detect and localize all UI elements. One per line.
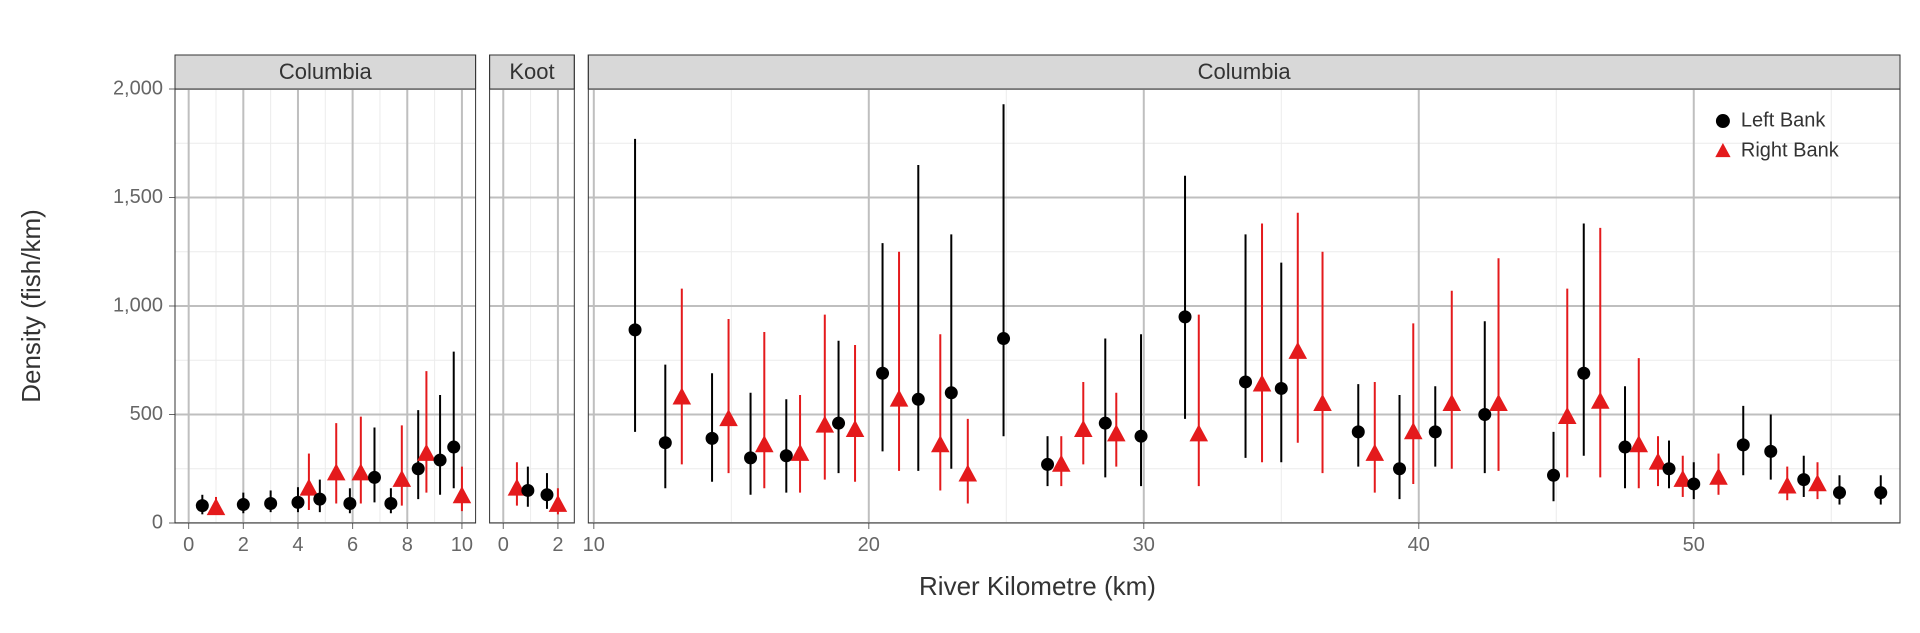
point-marker [997, 332, 1010, 345]
point-marker [832, 417, 845, 430]
point-marker [1716, 114, 1730, 128]
point-marker [1429, 425, 1442, 438]
point-marker [945, 386, 958, 399]
point-marker [912, 393, 925, 406]
point-marker [1099, 417, 1112, 430]
x-tick-label: 50 [1683, 534, 1705, 556]
y-tick-label: 2,000 [113, 77, 163, 99]
facet-label: Columbia [279, 59, 373, 84]
x-tick-label: 0 [183, 534, 194, 556]
x-tick-label: 2 [238, 534, 249, 556]
point-marker [313, 493, 326, 506]
point-marker [1135, 430, 1148, 443]
point-marker [1393, 462, 1406, 475]
point-marker [876, 367, 889, 380]
point-marker [237, 498, 250, 511]
x-tick-label: 8 [402, 534, 413, 556]
point-marker [744, 451, 757, 464]
point-marker [1547, 469, 1560, 482]
point-marker [1179, 310, 1192, 323]
point-marker [1833, 486, 1846, 499]
y-tick-label: 1,500 [113, 186, 163, 208]
x-tick-label: 4 [292, 534, 303, 556]
point-marker [1041, 458, 1054, 471]
point-marker [706, 432, 719, 445]
y-axis-title: Density (fish/km) [16, 209, 46, 403]
x-tick-label: 10 [451, 534, 473, 556]
x-tick-label: 20 [858, 534, 880, 556]
point-marker [1874, 486, 1887, 499]
point-marker [412, 462, 425, 475]
point-marker [368, 471, 381, 484]
legend-label: Left Bank [1741, 109, 1827, 131]
point-marker [384, 497, 397, 510]
x-tick-label: 6 [347, 534, 358, 556]
legend-label: Right Bank [1741, 139, 1840, 161]
point-marker [659, 436, 672, 449]
y-tick-label: 500 [130, 403, 163, 425]
point-marker [1663, 462, 1676, 475]
point-marker [1275, 382, 1288, 395]
point-marker [1239, 375, 1252, 388]
density-chart: Density (fish/km)05001,0001,5002,000Colu… [0, 0, 1920, 633]
point-marker [629, 323, 642, 336]
facet-label: Koot [509, 59, 554, 84]
point-marker [1478, 408, 1491, 421]
point-marker [521, 484, 534, 497]
point-marker [540, 488, 553, 501]
y-tick-label: 1,000 [113, 294, 163, 316]
x-tick-label: 30 [1133, 534, 1155, 556]
point-marker [780, 449, 793, 462]
point-marker [1687, 477, 1700, 490]
point-marker [1737, 438, 1750, 451]
point-marker [291, 496, 304, 509]
point-marker [1352, 425, 1365, 438]
x-tick-label: 40 [1408, 534, 1430, 556]
x-tick-label: 10 [583, 534, 605, 556]
point-marker [1764, 445, 1777, 458]
point-marker [343, 497, 356, 510]
point-marker [1577, 367, 1590, 380]
x-tick-label: 2 [552, 534, 563, 556]
point-marker [434, 454, 447, 467]
x-tick-label: 0 [498, 534, 509, 556]
point-marker [447, 441, 460, 454]
point-marker [196, 499, 209, 512]
y-tick-label: 0 [152, 511, 163, 533]
point-marker [1619, 441, 1632, 454]
x-axis-title: River Kilometre (km) [919, 571, 1156, 601]
facet-label: Columbia [1198, 59, 1292, 84]
point-marker [1797, 473, 1810, 486]
point-marker [264, 497, 277, 510]
